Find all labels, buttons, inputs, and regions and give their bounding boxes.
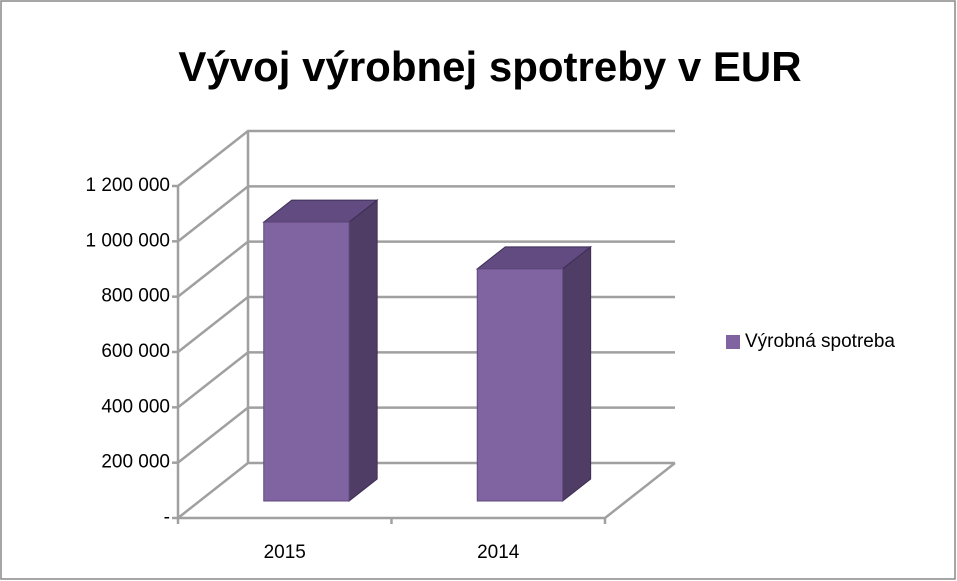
y-tick-label: 800 000	[101, 286, 170, 307]
legend-swatch	[726, 335, 740, 349]
y-tick-label: 600 000	[101, 341, 170, 362]
legend-label: Výrobná spotreba	[745, 331, 895, 352]
chart-title: Vývoj výrobnej spotreby v EUR	[178, 43, 801, 90]
bar-side	[348, 199, 378, 502]
bar-side	[562, 245, 592, 502]
x-tick-label: 2015	[264, 542, 306, 563]
y-tick-label: -	[164, 507, 170, 528]
y-tick-label: 400 000	[101, 396, 170, 417]
bar	[476, 268, 564, 502]
x-tick-label: 2014	[477, 542, 520, 563]
y-tick-label: 1 000 000	[85, 230, 170, 251]
y-tick-label: 1 200 000	[85, 175, 170, 196]
y-tick-label: 200 000	[101, 452, 170, 473]
bar	[263, 221, 350, 502]
